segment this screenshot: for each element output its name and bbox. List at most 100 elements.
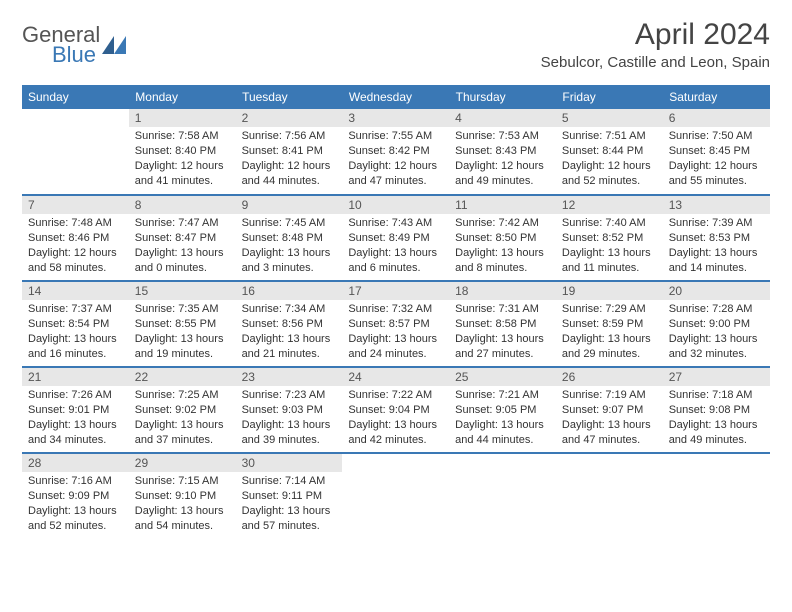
sunset-line: Sunset: 9:05 PM	[455, 403, 550, 418]
day-number: 16	[236, 282, 343, 300]
daylight-line: and 8 minutes.	[455, 261, 550, 276]
day-details: Sunrise: 7:23 AMSunset: 9:03 PMDaylight:…	[236, 386, 343, 451]
sunset-line: Sunset: 9:09 PM	[28, 489, 123, 504]
daylight-line: and 0 minutes.	[135, 261, 230, 276]
daylight-line: Daylight: 12 hours	[28, 246, 123, 261]
daylight-line: Daylight: 13 hours	[28, 418, 123, 433]
weekday-header: Wednesday	[342, 85, 449, 109]
calendar-cell: 26Sunrise: 7:19 AMSunset: 9:07 PMDayligh…	[556, 367, 663, 453]
calendar-body: 1Sunrise: 7:58 AMSunset: 8:40 PMDaylight…	[22, 109, 770, 539]
sunrise-line: Sunrise: 7:21 AM	[455, 388, 550, 403]
sunrise-line: Sunrise: 7:15 AM	[135, 474, 230, 489]
sunset-line: Sunset: 8:58 PM	[455, 317, 550, 332]
calendar-cell: 23Sunrise: 7:23 AMSunset: 9:03 PMDayligh…	[236, 367, 343, 453]
sunset-line: Sunset: 9:01 PM	[28, 403, 123, 418]
daylight-line: and 27 minutes.	[455, 347, 550, 362]
daylight-line: and 16 minutes.	[28, 347, 123, 362]
brand-triangle-icon	[102, 36, 126, 54]
day-details: Sunrise: 7:34 AMSunset: 8:56 PMDaylight:…	[236, 300, 343, 365]
day-details: Sunrise: 7:48 AMSunset: 8:46 PMDaylight:…	[22, 214, 129, 279]
daylight-line: Daylight: 13 hours	[135, 246, 230, 261]
day-number: 9	[236, 196, 343, 214]
sunrise-line: Sunrise: 7:56 AM	[242, 129, 337, 144]
day-details: Sunrise: 7:58 AMSunset: 8:40 PMDaylight:…	[129, 127, 236, 192]
daylight-line: Daylight: 13 hours	[242, 332, 337, 347]
daylight-line: and 34 minutes.	[28, 433, 123, 448]
day-number: 19	[556, 282, 663, 300]
sunset-line: Sunset: 8:43 PM	[455, 144, 550, 159]
daylight-line: and 14 minutes.	[669, 261, 764, 276]
sunrise-line: Sunrise: 7:35 AM	[135, 302, 230, 317]
daylight-line: and 49 minutes.	[669, 433, 764, 448]
calendar-cell: 17Sunrise: 7:32 AMSunset: 8:57 PMDayligh…	[342, 281, 449, 367]
sunrise-line: Sunrise: 7:47 AM	[135, 216, 230, 231]
sunrise-line: Sunrise: 7:29 AM	[562, 302, 657, 317]
weekday-header: Friday	[556, 85, 663, 109]
calendar-cell: 12Sunrise: 7:40 AMSunset: 8:52 PMDayligh…	[556, 195, 663, 281]
day-details: Sunrise: 7:16 AMSunset: 9:09 PMDaylight:…	[22, 472, 129, 537]
daylight-line: Daylight: 12 hours	[455, 159, 550, 174]
calendar-cell: 29Sunrise: 7:15 AMSunset: 9:10 PMDayligh…	[129, 453, 236, 539]
daylight-line: Daylight: 13 hours	[348, 418, 443, 433]
sunset-line: Sunset: 8:44 PM	[562, 144, 657, 159]
day-number: 4	[449, 109, 556, 127]
title-block: April 2024 Sebulcor, Castille and Leon, …	[541, 18, 770, 71]
weekday-header: Saturday	[663, 85, 770, 109]
day-number: 6	[663, 109, 770, 127]
calendar-row: 7Sunrise: 7:48 AMSunset: 8:46 PMDaylight…	[22, 195, 770, 281]
daylight-line: and 21 minutes.	[242, 347, 337, 362]
day-number: 2	[236, 109, 343, 127]
daylight-line: Daylight: 13 hours	[135, 418, 230, 433]
day-details: Sunrise: 7:26 AMSunset: 9:01 PMDaylight:…	[22, 386, 129, 451]
sunset-line: Sunset: 8:52 PM	[562, 231, 657, 246]
sunset-line: Sunset: 9:07 PM	[562, 403, 657, 418]
calendar-cell	[342, 453, 449, 539]
daylight-line: Daylight: 12 hours	[348, 159, 443, 174]
daylight-line: Daylight: 13 hours	[135, 332, 230, 347]
empty-day	[342, 454, 449, 472]
daylight-line: and 52 minutes.	[562, 174, 657, 189]
page-header: General Blue April 2024 Sebulcor, Castil…	[22, 18, 770, 71]
calendar-cell	[663, 453, 770, 539]
daylight-line: and 41 minutes.	[135, 174, 230, 189]
day-number: 28	[22, 454, 129, 472]
daylight-line: and 6 minutes.	[348, 261, 443, 276]
calendar-cell	[556, 453, 663, 539]
brand-word-b: Blue	[52, 44, 100, 66]
sunrise-line: Sunrise: 7:14 AM	[242, 474, 337, 489]
daylight-line: Daylight: 12 hours	[242, 159, 337, 174]
day-details: Sunrise: 7:35 AMSunset: 8:55 PMDaylight:…	[129, 300, 236, 365]
daylight-line: and 42 minutes.	[348, 433, 443, 448]
calendar-row: 14Sunrise: 7:37 AMSunset: 8:54 PMDayligh…	[22, 281, 770, 367]
sunset-line: Sunset: 8:55 PM	[135, 317, 230, 332]
sunrise-line: Sunrise: 7:42 AM	[455, 216, 550, 231]
daylight-line: and 29 minutes.	[562, 347, 657, 362]
day-number: 29	[129, 454, 236, 472]
daylight-line: Daylight: 13 hours	[28, 504, 123, 519]
calendar-cell: 21Sunrise: 7:26 AMSunset: 9:01 PMDayligh…	[22, 367, 129, 453]
day-details: Sunrise: 7:39 AMSunset: 8:53 PMDaylight:…	[663, 214, 770, 279]
day-details: Sunrise: 7:31 AMSunset: 8:58 PMDaylight:…	[449, 300, 556, 365]
sunset-line: Sunset: 8:41 PM	[242, 144, 337, 159]
daylight-line: and 3 minutes.	[242, 261, 337, 276]
daylight-line: Daylight: 13 hours	[242, 246, 337, 261]
sunset-line: Sunset: 8:53 PM	[669, 231, 764, 246]
day-details: Sunrise: 7:43 AMSunset: 8:49 PMDaylight:…	[342, 214, 449, 279]
calendar-row: 28Sunrise: 7:16 AMSunset: 9:09 PMDayligh…	[22, 453, 770, 539]
day-number: 8	[129, 196, 236, 214]
brand-text: General Blue	[22, 24, 100, 66]
day-number: 10	[342, 196, 449, 214]
calendar-cell: 8Sunrise: 7:47 AMSunset: 8:47 PMDaylight…	[129, 195, 236, 281]
daylight-line: and 58 minutes.	[28, 261, 123, 276]
day-number: 5	[556, 109, 663, 127]
sunrise-line: Sunrise: 7:55 AM	[348, 129, 443, 144]
daylight-line: Daylight: 13 hours	[669, 332, 764, 347]
day-number: 27	[663, 368, 770, 386]
sunrise-line: Sunrise: 7:16 AM	[28, 474, 123, 489]
sunrise-line: Sunrise: 7:50 AM	[669, 129, 764, 144]
day-details: Sunrise: 7:45 AMSunset: 8:48 PMDaylight:…	[236, 214, 343, 279]
sunset-line: Sunset: 8:49 PM	[348, 231, 443, 246]
daylight-line: and 19 minutes.	[135, 347, 230, 362]
day-details: Sunrise: 7:25 AMSunset: 9:02 PMDaylight:…	[129, 386, 236, 451]
sunset-line: Sunset: 8:45 PM	[669, 144, 764, 159]
